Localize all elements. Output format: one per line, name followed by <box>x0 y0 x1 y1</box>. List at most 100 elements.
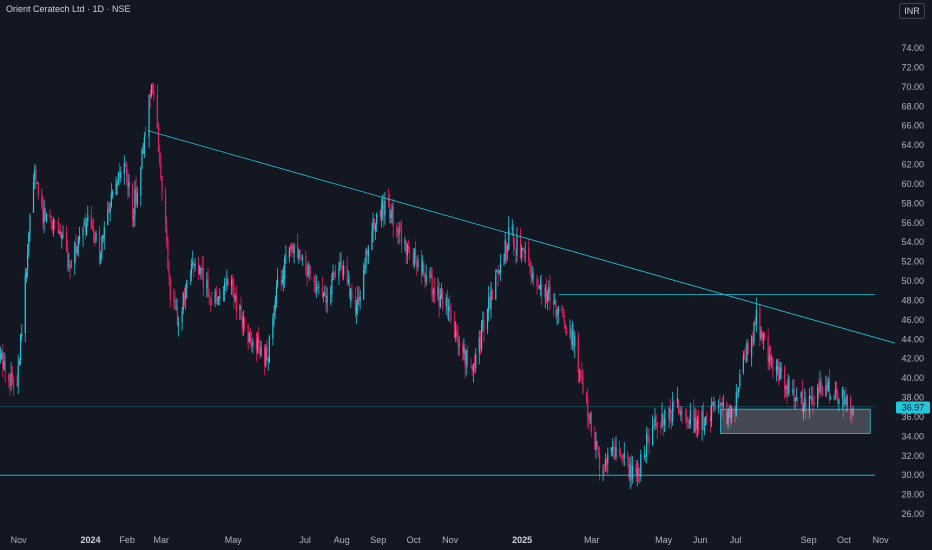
candle <box>544 283 546 309</box>
candle <box>735 383 737 417</box>
candle <box>772 357 774 379</box>
candle <box>564 322 566 335</box>
candle <box>62 225 64 239</box>
candle <box>324 286 326 297</box>
candle <box>45 212 48 223</box>
candle <box>437 277 439 301</box>
candle <box>371 222 373 251</box>
candle <box>628 456 630 481</box>
candle <box>12 376 15 396</box>
candle <box>779 361 781 381</box>
candle <box>219 288 221 306</box>
candle <box>281 269 283 286</box>
candle <box>433 276 436 304</box>
last-price-marker: 36.97 <box>896 401 930 414</box>
candle <box>686 408 688 430</box>
candle <box>565 325 568 336</box>
candle <box>50 215 52 230</box>
candle <box>118 162 121 186</box>
candle <box>209 297 211 312</box>
candle <box>432 287 434 303</box>
candle <box>339 252 341 271</box>
candle <box>346 256 348 287</box>
y-tick-label: 42.00 <box>901 354 924 364</box>
candle <box>572 323 575 353</box>
candle <box>672 391 674 426</box>
candle <box>216 296 219 306</box>
candle <box>489 292 491 310</box>
candle <box>123 155 125 185</box>
candle <box>391 202 393 224</box>
candle <box>696 415 698 438</box>
candle <box>693 399 695 434</box>
candle <box>108 201 110 214</box>
candle <box>764 331 766 341</box>
candle <box>326 287 328 313</box>
candle <box>697 409 700 435</box>
candle <box>719 395 721 407</box>
candle <box>49 209 51 219</box>
candle <box>574 330 576 359</box>
candle <box>830 394 832 400</box>
candle <box>453 311 456 339</box>
candle <box>32 173 35 213</box>
candle <box>153 83 155 102</box>
candle <box>156 84 158 129</box>
candle <box>75 233 77 263</box>
candle <box>400 219 403 254</box>
candle <box>688 418 690 429</box>
candle <box>801 379 803 413</box>
candle <box>472 363 474 383</box>
candle <box>60 223 62 238</box>
candle <box>820 377 822 397</box>
candle <box>519 227 522 260</box>
candle <box>243 316 246 332</box>
candle <box>792 379 794 396</box>
candle <box>752 331 754 348</box>
candle <box>366 246 368 266</box>
candle <box>241 311 243 336</box>
candle <box>77 236 79 257</box>
candle <box>417 254 419 272</box>
candle <box>194 258 196 272</box>
candle <box>258 326 260 355</box>
candle <box>372 212 374 243</box>
candle <box>635 460 637 482</box>
y-axis: 74.00 72.00 70.00 68.00 66.00 64.00 62.00 60.00… <box>901 43 924 519</box>
candle <box>762 332 765 351</box>
candle <box>141 146 143 170</box>
y-tick-label: 66.00 <box>901 121 924 131</box>
candle <box>36 181 38 185</box>
candle <box>297 233 299 260</box>
candle <box>702 401 704 431</box>
candle <box>82 226 84 247</box>
candle <box>547 289 549 311</box>
candle <box>515 248 517 265</box>
candle <box>227 277 229 287</box>
candle <box>780 362 782 380</box>
candle <box>354 287 357 318</box>
candle <box>91 219 94 231</box>
candle <box>134 180 136 227</box>
candle <box>102 234 104 243</box>
candle <box>289 243 292 257</box>
candle <box>399 221 401 231</box>
candle <box>398 221 400 244</box>
y-tick-label: 30.00 <box>901 470 924 480</box>
candle <box>511 219 513 236</box>
candle <box>333 270 335 281</box>
currency-button[interactable]: INR <box>899 3 925 19</box>
candle <box>548 280 550 302</box>
y-tick-label: 52.00 <box>901 257 924 267</box>
candle <box>585 391 588 405</box>
trendline[interactable] <box>147 130 896 344</box>
candle <box>673 399 675 412</box>
candle <box>794 396 796 410</box>
candle <box>1 349 3 360</box>
candle <box>206 272 208 298</box>
candle <box>504 232 506 265</box>
candle <box>577 331 579 384</box>
consolidation-box[interactable] <box>720 408 871 434</box>
candle <box>837 388 839 406</box>
